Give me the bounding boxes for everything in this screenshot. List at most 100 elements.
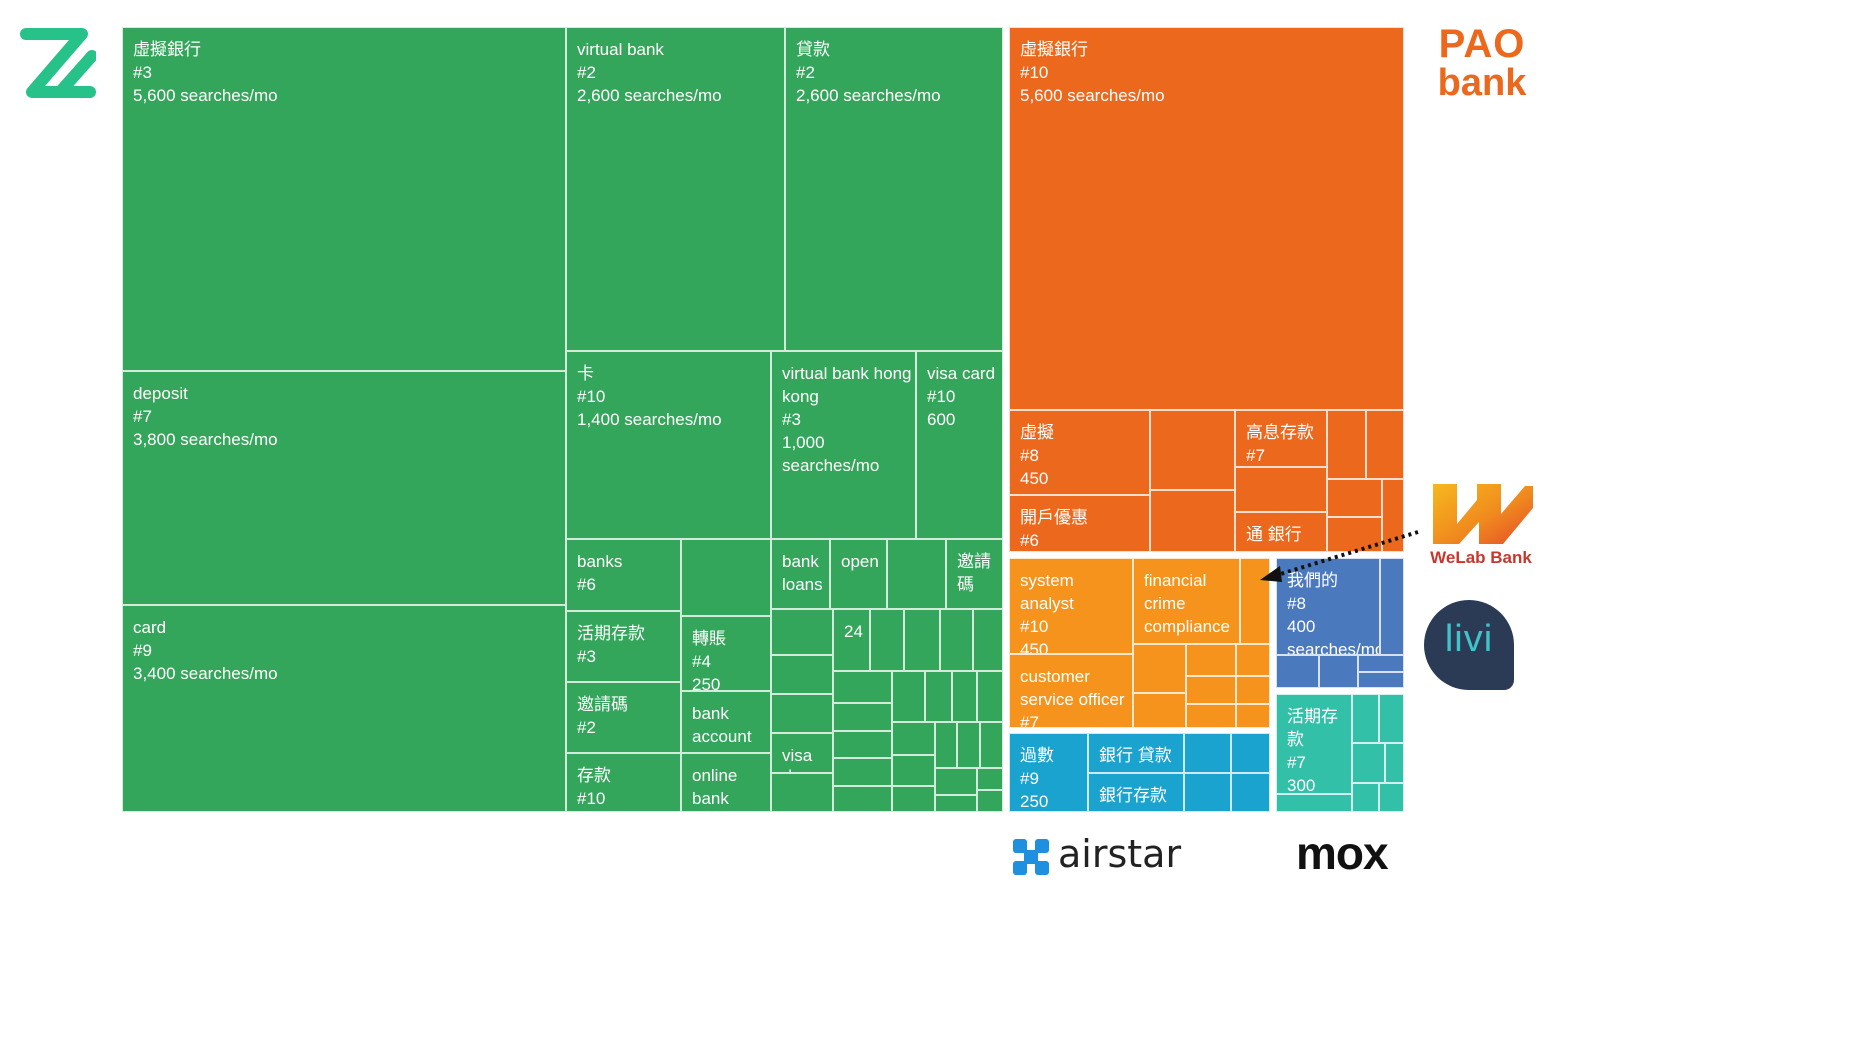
keyword-label: banks [577, 552, 623, 571]
treemap-cell-label: card #9 3,400 searches/mo [133, 616, 559, 685]
treemap-cell-label: 24 [844, 620, 863, 643]
treemap-cell-label: virtual bank #2 2,600 searches/mo [577, 38, 778, 107]
treemap-cell-za-bank [892, 671, 925, 722]
keyword-detail: #7 [1287, 753, 1306, 772]
welab-w-icon [1433, 484, 1533, 544]
treemap-cell-za-bank: 轉賬 #4 250 [681, 616, 771, 691]
treemap-cell-za-bank: online bank [681, 753, 771, 812]
treemap-cell-label: financial crime compliance [1144, 569, 1233, 638]
treemap-cell-za-bank [887, 539, 946, 609]
treemap-cell-welab-bank [1186, 704, 1236, 728]
treemap-cell-za-bank: 邀請碼 [946, 539, 1003, 609]
treemap-cell-welab-bank: customer service officer #7 [1009, 654, 1133, 728]
keyword-detail: crime [1144, 594, 1186, 613]
treemap-cell-welab-bank [1133, 644, 1186, 693]
keyword-detail: #6 [1020, 531, 1039, 550]
keyword-detail: #8 [1020, 446, 1039, 465]
keyword-detail: 450 [1020, 640, 1049, 654]
treemap-cell-mox [1352, 743, 1385, 783]
treemap-cell-label: bank loans [782, 550, 829, 596]
treemap-cell-paobank [1235, 467, 1327, 512]
keyword-label: 活期存款 [577, 624, 645, 643]
keyword-label: bank loans [782, 552, 824, 594]
keyword-label: 貸款 [796, 40, 830, 59]
keyword-detail: #10 [1020, 63, 1049, 82]
treemap-cell-za-bank [771, 655, 833, 694]
treemap-cell-za-bank [833, 786, 892, 812]
keyword-detail: compliance [1144, 617, 1230, 636]
keyword-label: 存款 [577, 766, 611, 785]
treemap-cell-za-bank [833, 703, 892, 731]
treemap-cell-label: 邀請碼 #2 [577, 693, 674, 739]
keyword-label: 虛擬銀行 [133, 40, 201, 59]
treemap-cell-za-bank [935, 795, 977, 812]
treemap-cell-welab-bank [1133, 693, 1186, 728]
treemap-cell-label: 活期存款 #3 [577, 622, 674, 668]
treemap-cell-mox: 活期存款 #7 300 [1276, 694, 1352, 794]
treemap-cell-za-bank: visa卡 [771, 733, 833, 773]
mox-logo: mox [1296, 827, 1389, 879]
treemap-cell-label: banks #6 [577, 550, 674, 596]
treemap-cell-label: customer service officer #7 [1020, 665, 1132, 727]
keyword-label: 通 銀行 [1246, 525, 1302, 544]
treemap-cell-za-bank [940, 609, 973, 671]
treemap-cell-za-bank [892, 755, 935, 786]
treemap-cell-airstar [1231, 773, 1270, 812]
keyword-detail: #2 [796, 63, 815, 82]
treemap-cell-za-bank: bank loans [771, 539, 830, 609]
keyword-detail: searches/mo [1287, 640, 1380, 655]
keyword-label: 銀行存款 [1099, 786, 1167, 805]
treemap-cell-za-bank [952, 671, 977, 722]
keyword-label: 高息存款 [1246, 423, 1314, 442]
treemap-cell-mox [1276, 794, 1352, 812]
keyword-detail: #7 [133, 407, 152, 426]
keyword-label: visa卡 [782, 746, 813, 772]
treemap-cell-livi: 我們的 #8 400 searches/mo [1276, 558, 1380, 655]
welab-bank-logo: WeLab Bank [1426, 482, 1536, 568]
keyword-detail: 3,800 searches/mo [133, 430, 278, 449]
treemap-cell-za-bank: 邀請碼 #2 [566, 682, 681, 753]
keyword-label: customer [1020, 667, 1090, 686]
keyword-detail: 250 [1020, 792, 1049, 811]
keyword-detail: 1,400 searches/mo [577, 410, 722, 429]
treemap-cell-label: deposit #7 3,800 searches/mo [133, 382, 559, 451]
treemap-cell-paobank [1327, 517, 1382, 552]
treemap-cell-za-bank [935, 722, 957, 768]
treemap-cell-livi [1319, 655, 1358, 688]
keyword-detail: #8 [1287, 594, 1306, 613]
keyword-detail: 5,600 searches/mo [1020, 86, 1165, 105]
keyword-detail: 600 [927, 410, 956, 429]
keyword-detail: 300 [1287, 776, 1316, 794]
keyword-label: 虛擬銀行 [1020, 40, 1088, 59]
keyword-label: 卡 [577, 364, 594, 383]
treemap-cell-label: bank account [692, 702, 770, 748]
treemap-cell-airstar [1184, 773, 1231, 812]
treemap-cell-za-bank: banks #6 [566, 539, 681, 611]
treemap-cell-label: 虛擬 #8 450 searches/mo [1020, 421, 1143, 494]
treemap-cell-label: 存款 #10 [577, 764, 674, 810]
treemap-cell-za-bank: visa card #10 600 [916, 351, 1003, 539]
treemap-cell-za-bank: 存款 #10 [566, 753, 681, 812]
treemap-cell-za-bank [892, 786, 935, 812]
treemap-cell-za-bank [771, 773, 833, 812]
keyword-detail: #4 [692, 652, 711, 671]
treemap-cell-welab-bank [1186, 676, 1236, 704]
treemap-cell-paobank: 開戶優惠 #6 [1009, 495, 1150, 552]
keyword-detail: 5,600 searches/mo [133, 86, 278, 105]
treemap-cell-za-bank [973, 609, 1003, 671]
treemap-cell-za-bank [904, 609, 940, 671]
airstar-logo-text: airstar [1058, 832, 1182, 876]
treemap-cell-mox [1352, 783, 1379, 812]
treemap-cell-za-bank: 活期存款 #3 [566, 611, 681, 682]
keyword-detail: 250 [692, 675, 721, 691]
treemap-cell-paobank [1150, 410, 1235, 490]
treemap-cell-label: 開戶優惠 #6 [1020, 506, 1143, 551]
paobank-logo: PAO bank [1428, 24, 1536, 102]
treemap-cell-mox [1385, 743, 1404, 783]
treemap-cell-airstar [1184, 733, 1231, 773]
treemap-cell-za-bank [935, 768, 977, 795]
treemap-cell-label: 邀請碼 [957, 550, 997, 596]
treemap-cell-welab-bank: financial crime compliance [1133, 558, 1240, 644]
treemap-cell-welab-bank [1236, 644, 1270, 676]
treemap-cell-livi [1358, 672, 1404, 688]
